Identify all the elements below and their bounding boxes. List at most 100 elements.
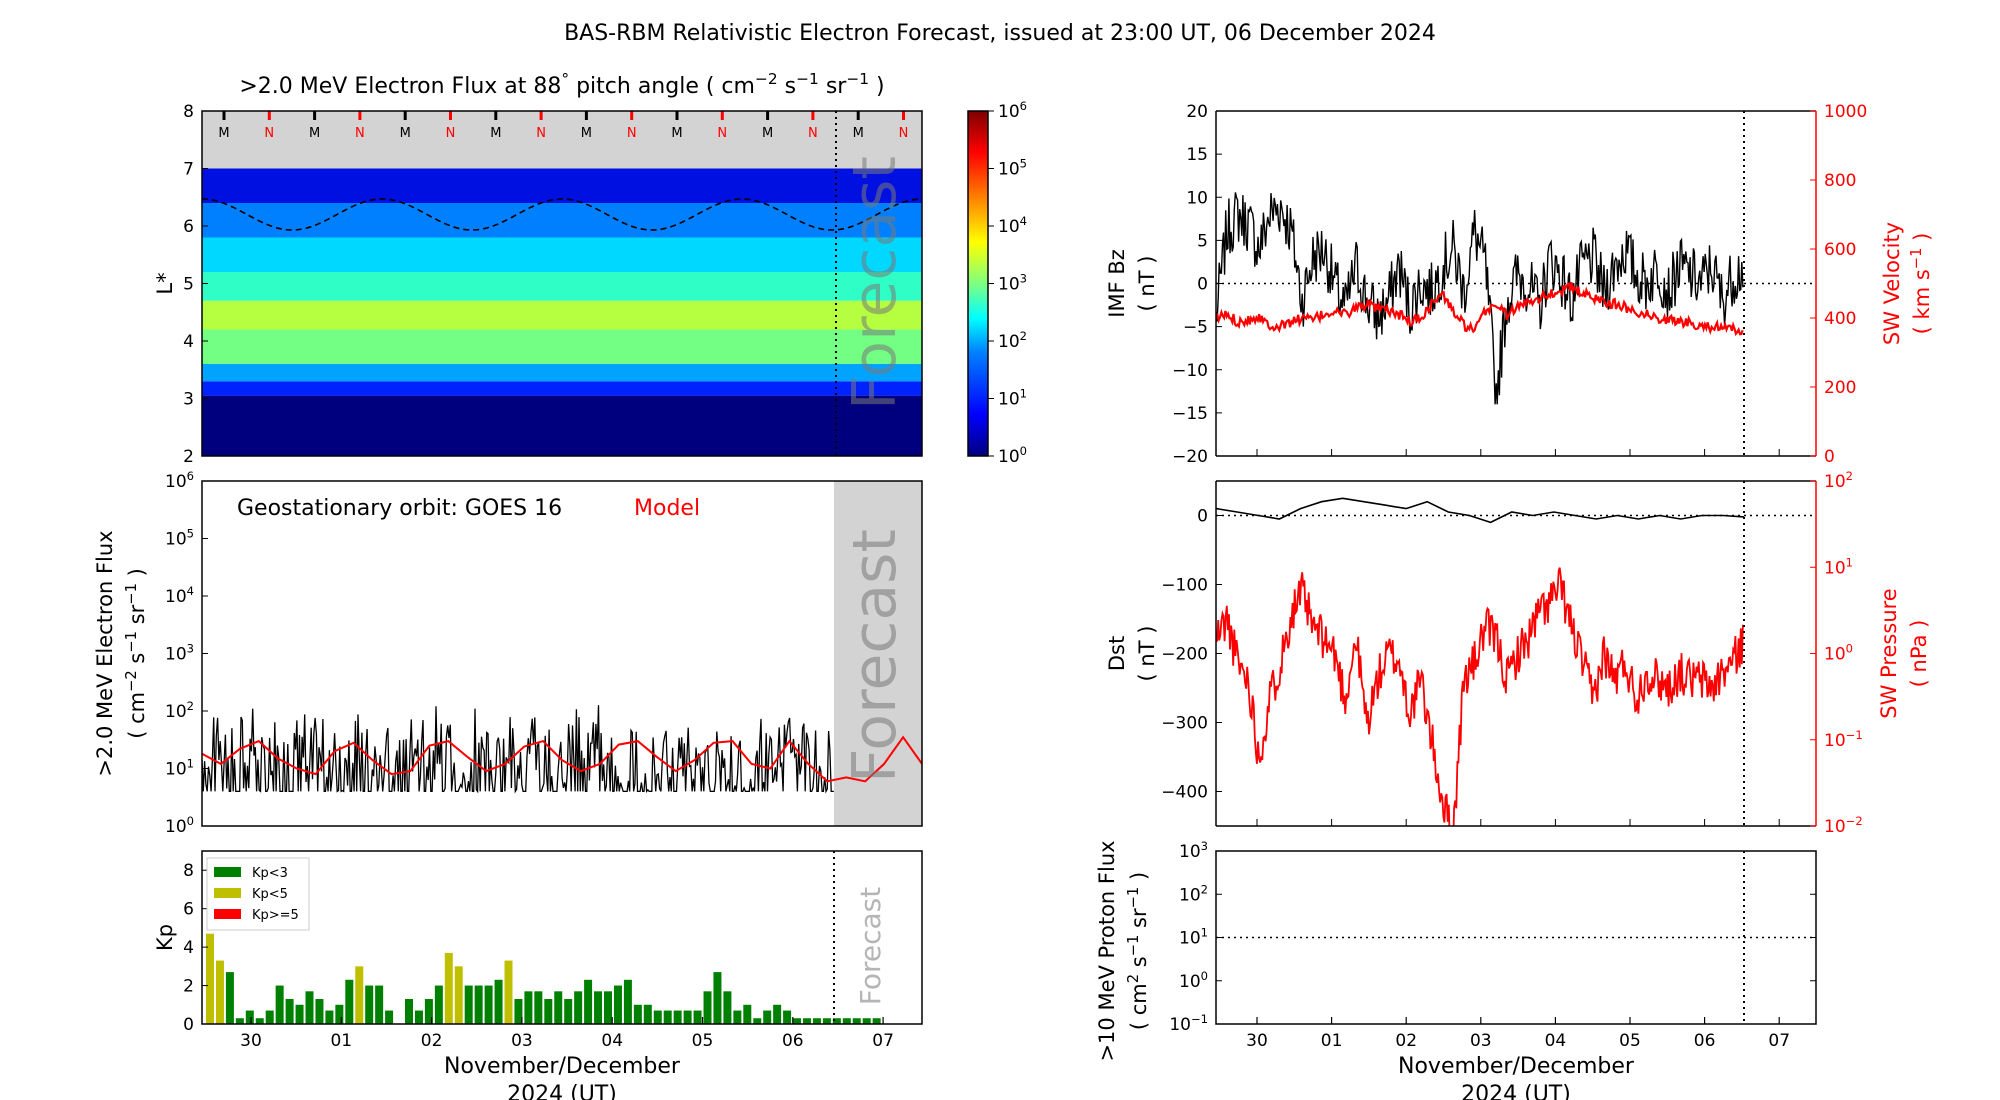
- kp-bar: [763, 1010, 772, 1024]
- y-axis-label: >2.0 MeV Electron Flux: [93, 530, 117, 776]
- y-tick-label-exp: −1: [1191, 1012, 1208, 1026]
- y-axis-unit: ( cm2 s−1 sr−1 ): [1125, 872, 1152, 1030]
- y-axis-unit-part: −1: [1125, 887, 1142, 909]
- kp-bar: [335, 1004, 344, 1024]
- kp-bar: [414, 1010, 423, 1024]
- y-tick-label-exp: 0: [1201, 969, 1208, 983]
- kp-legend-label: Kp<3: [252, 866, 288, 881]
- mn-marker-label: N: [899, 126, 909, 141]
- heatmap-title-part: s: [778, 74, 796, 99]
- kp-frame: [201, 850, 923, 1025]
- imf-plot-area: [1216, 192, 1816, 405]
- heatmap-band: [202, 272, 922, 301]
- colorbar-tick-label: 104: [998, 214, 1027, 237]
- kp-bar: [613, 985, 622, 1024]
- kp-bar: [325, 1010, 334, 1024]
- y2-tick-label-base: 10: [1824, 645, 1846, 665]
- y2-tick-label-base: 10: [1824, 558, 1846, 578]
- y-tick-label-base: 10: [165, 702, 187, 722]
- y2-tick-label: 102: [1824, 469, 1853, 492]
- y2-tick-label-base: 10: [1824, 731, 1846, 751]
- lstar-flux-panel: M N M N M N M N M N M N M N M N Forecast 2 3 4 5 6 7 8 L* >2.0 Me…: [153, 70, 923, 467]
- y-tick-label: 101: [1179, 926, 1208, 949]
- kp-legend-swatch: [214, 867, 241, 877]
- figure-title: BAS-RBM Relativistic Electron Forecast, …: [564, 21, 1436, 46]
- y-tick-label-exp: 4: [187, 584, 194, 598]
- y2-axis-unit-part: ( km s: [1910, 269, 1934, 334]
- proton-date-axis-tick-label: 04: [1545, 1031, 1567, 1051]
- y-tick-label-base: 10: [1179, 885, 1201, 905]
- mn-marker-label: M: [581, 126, 592, 141]
- y-tick-label: −10: [1172, 361, 1208, 381]
- y2-axis-label: SW Velocity: [1880, 222, 1904, 345]
- colorbar-tick-label-exp: 5: [1020, 157, 1027, 171]
- proton-date-axis-tick-label: 30: [1246, 1031, 1268, 1051]
- y-tick-label-base: 10: [165, 817, 187, 837]
- colorbar-tick-label-exp: 0: [1020, 444, 1027, 458]
- kp-bar: [365, 985, 374, 1024]
- y-tick-label-exp: 6: [187, 469, 194, 483]
- kp-bar: [206, 933, 214, 1024]
- y2-tick-label-exp: 2: [1846, 469, 1853, 483]
- kp-date-axis-tick-label: 04: [601, 1031, 623, 1051]
- observed-flux-line: [202, 705, 834, 794]
- y-tick-label: 2: [183, 447, 194, 467]
- mn-marker-label: M: [309, 126, 320, 141]
- y-tick-label: 106: [165, 469, 194, 492]
- y2-tick-label-exp: 0: [1846, 642, 1853, 656]
- kp-bar: [464, 985, 473, 1024]
- kp-bar: [255, 1018, 264, 1024]
- kp-bar: [385, 1010, 394, 1024]
- y-tick-label: 0: [1197, 507, 1208, 527]
- y-tick-label: 6: [183, 900, 194, 920]
- kp-bar: [305, 991, 314, 1024]
- sw-velocity-line: [1216, 282, 1744, 337]
- kp-bar: [783, 1010, 792, 1024]
- kp-bar: [355, 966, 364, 1024]
- kp-bar: [564, 999, 573, 1024]
- kp-bar: [444, 952, 453, 1024]
- y2-axis-unit: ( km s−1 ): [1908, 233, 1935, 335]
- y-axis-label: IMF Bz: [1105, 249, 1129, 318]
- y2-axis-unit-part: −1: [1908, 248, 1925, 270]
- kp-bar: [405, 999, 413, 1024]
- kp-legend-label: Kp<5: [252, 887, 288, 902]
- y-tick-label-base: 10: [165, 530, 187, 550]
- kp-bar: [753, 1018, 762, 1024]
- y2-tick-label: 10−1: [1824, 728, 1863, 751]
- kp-bar: [584, 979, 593, 1024]
- kp-bar: [315, 999, 324, 1024]
- y-axis-unit-part: −1: [1125, 935, 1142, 957]
- y-tick-label: 105: [165, 527, 194, 550]
- colorbar-tick-label-exp: 3: [1020, 272, 1027, 286]
- kp-date-axis-tick-label: 02: [421, 1031, 443, 1051]
- lstar-contour-line: [202, 198, 922, 231]
- mn-marker-label: N: [627, 126, 637, 141]
- kp-bar: [375, 985, 384, 1024]
- kp-bar: [295, 1004, 304, 1024]
- imf-sw-panel: −20−15−10−50510152002004006008001000IMF …: [1105, 102, 1934, 467]
- y-tick-label: 3: [183, 390, 194, 410]
- kp-bar: [604, 991, 612, 1024]
- heatmap-title-part: ): [869, 74, 885, 99]
- proton-date-axis-tick-label: 03: [1470, 1031, 1492, 1051]
- kp-date-axis-tick-label: 30: [240, 1031, 262, 1051]
- kp-bar: [594, 991, 603, 1024]
- kp-bar: [803, 1018, 811, 1024]
- y-axis-unit: ( nT ): [1135, 626, 1159, 682]
- y-tick-label: 100: [1179, 969, 1208, 992]
- colorbar-tick-label-base: 10: [998, 217, 1020, 237]
- kp-bar: [514, 999, 523, 1024]
- y-tick-label-base: 10: [1179, 929, 1201, 949]
- mn-marker-label: N: [808, 126, 818, 141]
- y-tick-label: 10: [1186, 188, 1208, 208]
- sw-pressure-line: [1216, 567, 1744, 826]
- imf-bz-line: [1216, 192, 1744, 405]
- kp-bar: [504, 960, 513, 1024]
- heatmap-area: [202, 111, 922, 456]
- y2-axis-unit: ( nPa ): [1907, 620, 1931, 688]
- y-tick-label: 4: [183, 332, 194, 352]
- proton-date-axis-label-2: 2024 (UT): [1461, 1082, 1571, 1100]
- y-tick-label-base: 10: [165, 760, 187, 780]
- y-tick-label: 8: [183, 102, 194, 122]
